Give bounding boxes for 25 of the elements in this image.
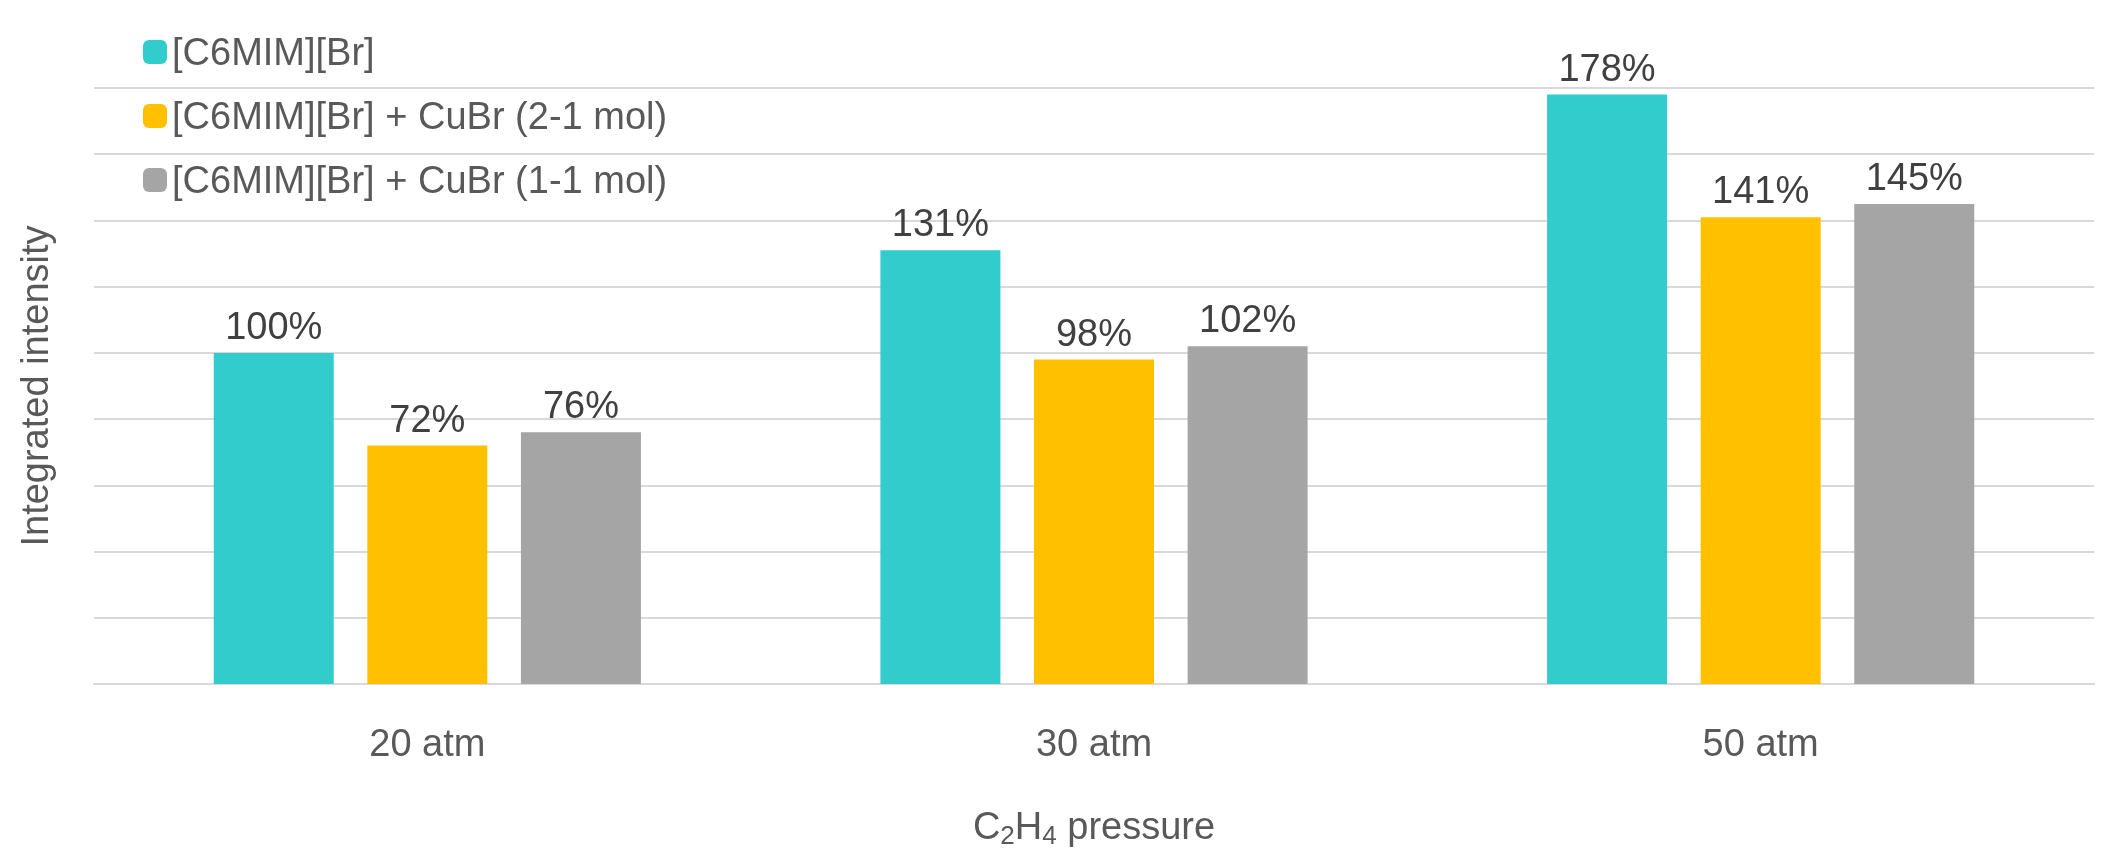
data-label: 76%: [542, 384, 619, 427]
legend-label: [C6MIM][Br]: [172, 31, 375, 73]
bar: [1034, 359, 1154, 684]
data-label: 141%: [1712, 169, 1810, 212]
bar: [1547, 94, 1668, 684]
y-axis-title: Integrated intensity: [14, 225, 56, 547]
data-label: 72%: [389, 397, 466, 440]
bar: [1187, 346, 1308, 684]
data-label: 100%: [225, 304, 323, 347]
legend-label: [C6MIM][Br] + CuBr (1-1 mol): [172, 159, 668, 201]
bar: [520, 432, 641, 684]
x-tick-label: 30 atm: [1035, 722, 1153, 764]
bar: [880, 250, 1001, 684]
x-tick-label: 20 atm: [369, 722, 486, 764]
data-label: 131%: [891, 202, 989, 245]
legend-label: [C6MIM][Br] + CuBr (2-1 mol): [172, 95, 668, 137]
data-label: 98%: [1055, 311, 1133, 354]
bar: [1854, 203, 1975, 684]
bar: [1700, 217, 1821, 684]
data-label: 145%: [1865, 155, 1963, 198]
bar: [367, 445, 488, 684]
bar: [213, 352, 334, 684]
x-tick-label: 50 atm: [1702, 722, 1819, 764]
data-label: 178%: [1558, 46, 1656, 89]
data-label: 102%: [1199, 298, 1297, 341]
